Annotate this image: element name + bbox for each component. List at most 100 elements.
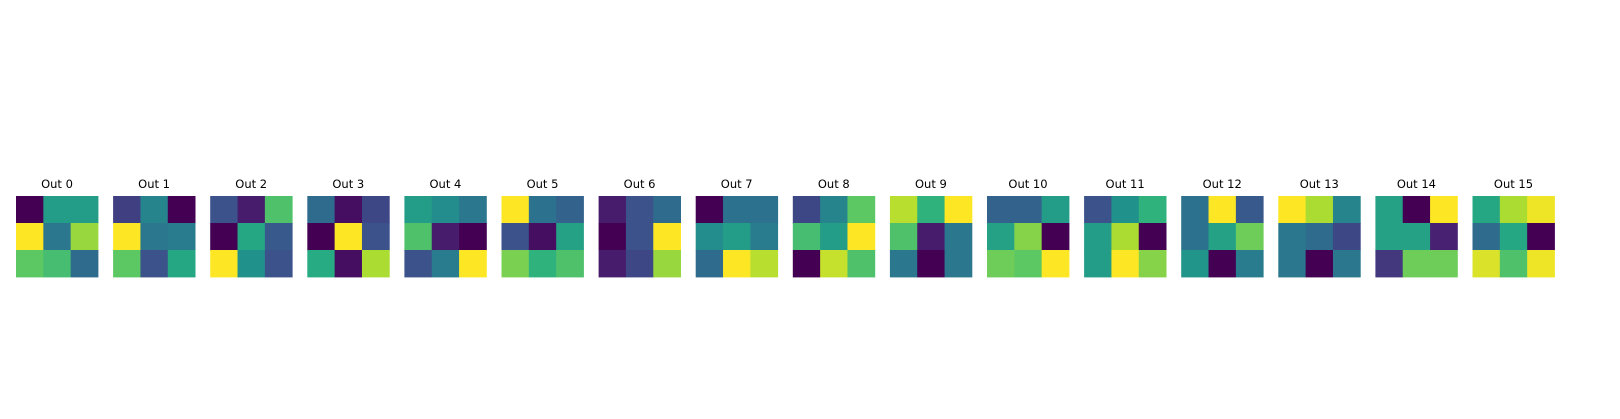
heatmap-cell bbox=[556, 196, 584, 224]
heatmap-cell bbox=[1402, 223, 1431, 251]
heatmap-cell bbox=[528, 250, 557, 278]
panel-title: Out 5 bbox=[527, 177, 559, 191]
heatmap-cell bbox=[1332, 196, 1361, 224]
heatmap-cell bbox=[1014, 223, 1043, 251]
heatmap-cell bbox=[1181, 250, 1209, 278]
heatmap-cell bbox=[1235, 196, 1264, 224]
heatmap-cell bbox=[1138, 250, 1167, 278]
heatmap-cell bbox=[792, 196, 821, 224]
heatmap-panel-5: Out 5 bbox=[501, 177, 584, 278]
heatmap-panel-10: Out 10 bbox=[987, 177, 1070, 278]
heatmap-cell bbox=[334, 223, 363, 251]
panel-title: Out 14 bbox=[1397, 177, 1436, 191]
heatmap-cell bbox=[16, 196, 44, 224]
heatmap-cell bbox=[695, 196, 724, 224]
heatmap-cell bbox=[237, 196, 266, 224]
heatmap-cell bbox=[1084, 223, 1112, 251]
heatmap-cell bbox=[987, 196, 1015, 224]
heatmap-cell bbox=[113, 250, 141, 278]
heatmap-cell bbox=[1208, 250, 1237, 278]
heatmap-cell bbox=[695, 223, 724, 251]
heatmap-cell bbox=[1111, 196, 1140, 224]
heatmap-cell bbox=[695, 250, 724, 278]
heatmap-cell bbox=[1430, 196, 1458, 224]
heatmap-cell bbox=[889, 250, 918, 278]
heatmap-cell bbox=[1084, 196, 1112, 224]
heatmap-cell bbox=[167, 196, 196, 224]
heatmap-panel-15: Out 15 bbox=[1472, 177, 1555, 278]
heatmap-cell bbox=[140, 250, 169, 278]
heatmap-cell bbox=[1375, 250, 1404, 278]
heatmap-cell bbox=[750, 223, 779, 251]
heatmap-cell bbox=[1527, 196, 1555, 224]
heatmap-cell bbox=[1041, 250, 1070, 278]
heatmap-cell bbox=[1235, 223, 1264, 251]
heatmap-cell bbox=[1208, 223, 1237, 251]
heatmap-panel-4: Out 4 bbox=[404, 177, 487, 278]
heatmap-cell bbox=[431, 250, 460, 278]
heatmap-cell bbox=[820, 196, 848, 224]
heatmap-cell bbox=[140, 223, 169, 251]
heatmap-cell bbox=[1305, 223, 1334, 251]
heatmap-panel-9: Out 9 bbox=[889, 177, 973, 278]
heatmap-panel-3: Out 3 bbox=[307, 177, 390, 278]
heatmap-cell bbox=[723, 250, 751, 278]
panel-title: Out 10 bbox=[1008, 177, 1047, 191]
heatmap-cell bbox=[459, 223, 487, 251]
heatmap-cell bbox=[264, 196, 293, 224]
panel-title: Out 12 bbox=[1203, 177, 1242, 191]
panel-title: Out 15 bbox=[1494, 177, 1533, 191]
panel-title: Out 2 bbox=[235, 177, 267, 191]
heatmap-cell bbox=[723, 196, 751, 224]
heatmap-cell bbox=[1472, 223, 1501, 251]
heatmap-cell bbox=[625, 196, 654, 224]
heatmap-cell bbox=[1138, 196, 1167, 224]
heatmap-cell bbox=[431, 223, 460, 251]
heatmap-cell bbox=[334, 250, 363, 278]
heatmap-cell bbox=[1332, 250, 1361, 278]
heatmap-cell bbox=[1305, 196, 1334, 224]
heatmap-cell bbox=[528, 223, 557, 251]
heatmap-cell bbox=[847, 196, 876, 224]
heatmap-cell bbox=[210, 196, 238, 224]
heatmap-cell bbox=[1235, 250, 1264, 278]
heatmap-cell bbox=[750, 250, 779, 278]
panel-title: Out 3 bbox=[332, 177, 364, 191]
heatmap-cell bbox=[598, 196, 627, 224]
heatmap-cell bbox=[847, 250, 876, 278]
heatmap-cell bbox=[361, 250, 390, 278]
heatmap-cell bbox=[917, 250, 945, 278]
heatmap-panel-7: Out 7 bbox=[695, 177, 779, 278]
heatmap-cell bbox=[1041, 223, 1070, 251]
heatmap-cell bbox=[1181, 223, 1209, 251]
heatmap-cell bbox=[917, 223, 945, 251]
heatmap-cell bbox=[1181, 196, 1209, 224]
panel-title: Out 6 bbox=[624, 177, 656, 191]
heatmap-cell bbox=[598, 250, 627, 278]
heatmap-cell bbox=[1472, 196, 1501, 224]
heatmap-cell bbox=[501, 196, 530, 224]
heatmap-panel-12: Out 12 bbox=[1181, 177, 1264, 278]
heatmap-panel-2: Out 2 bbox=[210, 177, 293, 278]
heatmap-cell bbox=[556, 250, 584, 278]
heatmap-cell bbox=[1111, 250, 1140, 278]
heatmap-cell bbox=[1278, 223, 1307, 251]
heatmap-cell bbox=[501, 223, 530, 251]
heatmap-cell bbox=[1499, 223, 1528, 251]
heatmap-cell bbox=[1305, 250, 1334, 278]
heatmap-panel-8: Out 8 bbox=[792, 177, 876, 278]
heatmap-cell bbox=[307, 196, 336, 224]
heatmap-cell bbox=[210, 250, 238, 278]
heatmap-cell bbox=[1208, 196, 1237, 224]
heatmap-cell bbox=[820, 223, 848, 251]
heatmap-cell bbox=[987, 223, 1015, 251]
heatmap-cell bbox=[167, 223, 196, 251]
heatmap-cell bbox=[792, 250, 821, 278]
heatmap-cell bbox=[528, 196, 557, 224]
heatmap-cell bbox=[1375, 223, 1404, 251]
heatmap-cell bbox=[237, 223, 266, 251]
heatmap-cell bbox=[625, 223, 654, 251]
panel-title: Out 1 bbox=[138, 177, 170, 191]
heatmap-cell bbox=[598, 223, 627, 251]
